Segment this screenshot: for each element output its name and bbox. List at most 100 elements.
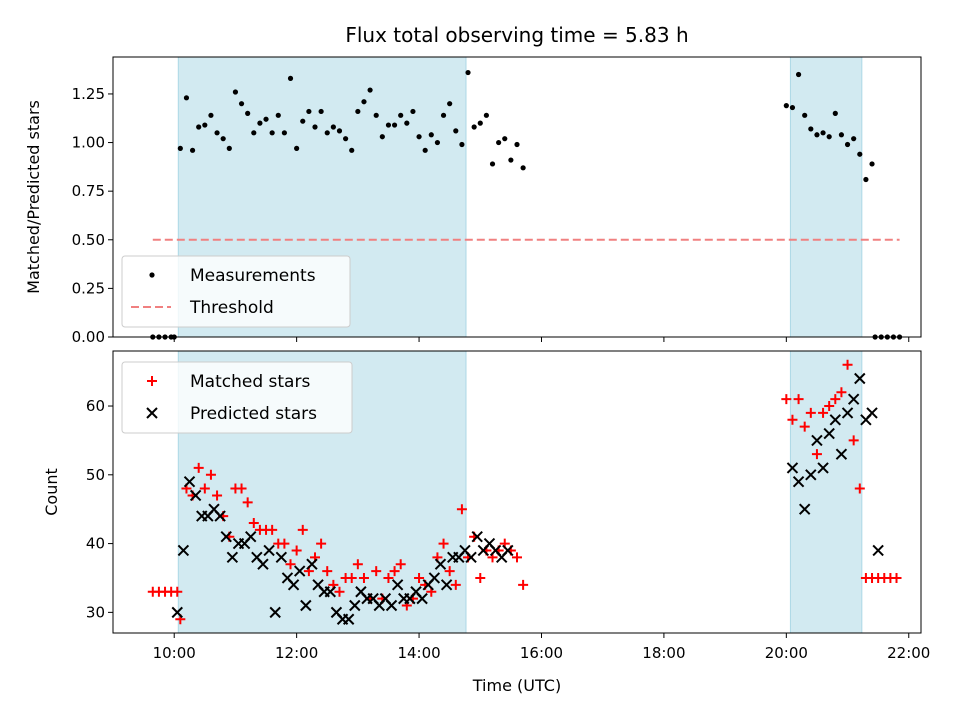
matched-stars-point [267,524,278,535]
bottom-panel: 30 40 50 60 10:00 12:00 14:00 16:00 18:00 20:00 22… [42,350,930,662]
measurement-point [514,141,520,148]
measurement-point [300,118,306,124]
measurement-point [385,122,392,128]
x-tick-label: 14:00 [397,644,440,662]
legend: Matched stars Predicted stars [121,361,353,434]
measurement-point [251,130,257,136]
plot-frame [112,56,922,338]
measurement-point [789,104,796,111]
matched-stars-point [836,387,847,398]
legend-box [121,361,353,434]
measurement-point [783,103,789,109]
predicted-stars-point [300,599,312,612]
measurement-point [189,147,196,153]
predicted-stars-point [263,544,275,557]
matched-stars-point [316,538,327,549]
matched-stars-point [248,517,259,528]
matched-stars-point [444,566,455,577]
measurement-point [318,108,324,115]
measurement-point [214,130,220,136]
predicted-stars-point [171,606,183,619]
matched-stars-point [205,469,216,480]
top-panel: 0.00 0.25 0.50 0.75 1.00 1.25 Matched/Predicte… [24,56,922,346]
measurement-point [183,95,190,101]
predicted-stars-point [349,599,361,612]
x-tick-label: 22:00 [887,644,930,662]
measurement-point [808,126,814,132]
measurement-point [428,132,434,138]
measurement-point [287,75,294,81]
y-tick-label: 1.00 [72,134,105,152]
measurement-point [391,122,398,128]
legend-label: Threshold [189,298,274,318]
matched-stars-point [805,407,816,418]
measurement-point [802,112,808,118]
measurement-point [832,110,838,116]
predicted-stars-point [306,558,318,570]
matched-stars-point [830,394,841,405]
legend-label: Matched stars [190,372,310,392]
predicted-stars-point [817,462,829,474]
measurement-point [257,120,263,126]
legend-marker [149,272,155,278]
measurement-point [220,136,226,142]
matched-stars-point [787,414,798,425]
y-tick-label: 0.25 [72,279,105,297]
predicted-stars-point [391,579,404,591]
measurement-point [483,112,489,118]
measurement-point [330,124,336,130]
measurement-point [416,134,422,140]
measurement-point [398,112,404,118]
measurement-point [177,145,183,151]
predicted-stars-point [342,613,355,625]
measurement-point [851,136,857,142]
measurement-point [245,110,251,116]
measurement-point [502,136,508,142]
y-tick-label: 40 [86,535,105,553]
measurement-point [343,136,349,142]
matched-stars-point [414,572,425,583]
predicted-stars-point [324,586,337,598]
matched-stars-point [334,586,345,597]
measurement-point [361,99,367,105]
x-tick-label: 20:00 [765,644,808,662]
measurement-point [294,145,300,151]
measurement-point [306,108,312,115]
measurement-point [281,130,287,136]
matched-stars-point [824,401,835,412]
predicted-stars-point [829,414,842,426]
y-tick-label: 1.25 [72,85,105,103]
legend-label: Measurements [190,266,316,286]
measurement-point [367,87,373,93]
observing-window-2 [790,57,862,337]
predicted-stars-point [805,469,817,481]
measurement-point [275,112,281,118]
x-axis-label: Time (UTC) [472,676,561,695]
measurement-point [349,147,355,153]
legend-marker [147,376,157,386]
measurement-point [336,128,343,134]
measurement-point [844,141,851,148]
measurement-point [263,116,269,122]
predicted-stars-point [823,427,835,440]
y-tick-label: 60 [86,397,105,415]
matched-stars-point [848,435,859,446]
predicted-stars-point [183,475,196,488]
matched-stars-point [285,559,296,570]
predicted-stars-point [471,530,483,543]
measurement-point [269,130,275,136]
measurement-point [795,71,802,78]
predicted-stars-point [214,510,226,522]
predicted-stars-point [245,530,257,543]
matched-stars-point [199,483,210,494]
measurement-point [196,124,202,130]
matched-stars-point [371,566,382,577]
series-predicted-stars [171,372,884,625]
measurement-point [826,134,832,140]
measurement-point [820,130,826,136]
predicted-stars-point [428,572,441,584]
predicted-stars-point [189,489,202,502]
measurement-point [508,157,514,163]
predicted-stars-point [786,462,799,474]
